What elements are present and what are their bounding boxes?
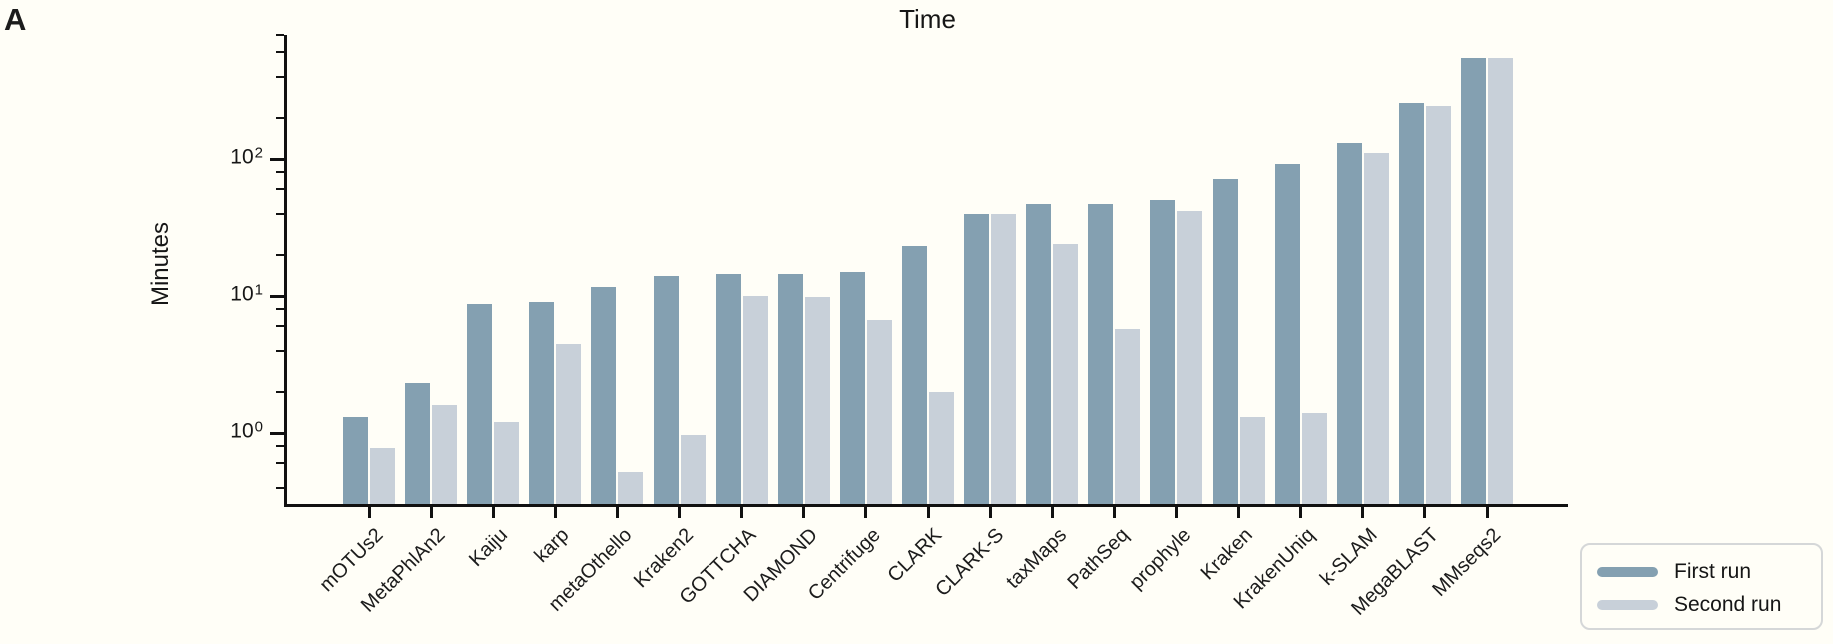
x-tick	[367, 507, 371, 518]
bar-first-run-karp	[529, 302, 555, 504]
x-tick-label: MMseqs2	[1428, 524, 1506, 601]
legend: First run Second run	[1580, 543, 1823, 630]
panel-label: A	[4, 2, 27, 37]
bar-first-run-MetaPhlAn2	[405, 383, 431, 504]
bar-second-run-taxMaps	[1053, 243, 1079, 504]
bar-second-run-metaOthello	[618, 471, 644, 504]
bar-first-run-MegaBLAST	[1398, 103, 1424, 504]
bar-second-run-MMseqs2	[1488, 58, 1513, 504]
y-tick-label: 101	[230, 281, 263, 306]
y-minor-tick	[276, 188, 284, 191]
bar-second-run-k-SLAM	[1363, 153, 1389, 504]
bar-first-run-Kaiju	[467, 304, 493, 504]
y-minor-tick	[276, 462, 284, 465]
y-tick-label: 100	[230, 418, 263, 443]
bar-second-run-prophyle	[1177, 210, 1203, 504]
bar-second-run-KrakenUniq	[1301, 412, 1327, 504]
x-tick	[802, 507, 806, 518]
y-minor-tick	[276, 390, 284, 393]
legend-swatch-second-run	[1597, 600, 1658, 610]
x-axis-spine	[284, 504, 1568, 507]
x-tick-label: karp	[530, 524, 574, 568]
legend-entry-second-run: Second run	[1582, 592, 1821, 618]
y-major-tick	[270, 431, 284, 435]
bar-first-run-GOTTCHA	[715, 273, 741, 504]
bar-second-run-Kraken2	[680, 434, 706, 504]
y-minor-tick	[276, 116, 284, 119]
y-axis-label: Minutes	[147, 221, 174, 307]
y-minor-tick	[276, 445, 284, 448]
x-tick	[864, 507, 868, 518]
x-tick	[1050, 507, 1054, 518]
bar-second-run-MetaPhlAn2	[432, 405, 458, 504]
bar-second-run-Centrifuge	[866, 319, 892, 504]
x-tick	[1237, 507, 1241, 518]
bar-first-run-k-SLAM	[1336, 143, 1362, 504]
x-tick	[1174, 507, 1178, 518]
x-tick	[1485, 507, 1489, 518]
x-tick-label: Kaiju	[464, 524, 512, 572]
x-tick	[678, 507, 682, 518]
y-minor-tick	[276, 325, 284, 328]
legend-label: First run	[1674, 560, 1752, 583]
x-tick	[553, 507, 557, 518]
bar-first-run-taxMaps	[1026, 203, 1052, 504]
y-minor-tick	[276, 75, 284, 78]
x-tick	[740, 507, 744, 518]
x-tick-label: taxMaps	[1001, 524, 1071, 594]
bar-first-run-Kraken2	[653, 275, 679, 504]
bar-second-run-Kaiju	[494, 422, 520, 504]
bar-first-run-prophyle	[1150, 200, 1176, 504]
x-tick	[1112, 507, 1116, 518]
y-minor-tick	[276, 171, 284, 174]
bar-second-run-Kraken	[1239, 417, 1265, 504]
bar-second-run-PathSeq	[1115, 329, 1141, 504]
x-tick	[1361, 507, 1365, 518]
y-minor-tick	[276, 253, 284, 256]
x-tick	[926, 507, 930, 518]
y-major-tick	[270, 294, 284, 298]
y-major-tick	[270, 157, 284, 161]
legend-label: Second run	[1674, 593, 1782, 616]
bar-second-run-CLARK-S	[991, 213, 1017, 504]
y-minor-tick	[276, 212, 284, 215]
bar-first-run-KrakenUniq	[1274, 163, 1300, 504]
x-tick	[988, 507, 992, 518]
x-tick	[615, 507, 619, 518]
x-tick-label: Kraken	[1196, 524, 1258, 585]
bar-first-run-PathSeq	[1088, 203, 1114, 504]
bar-second-run-GOTTCHA	[742, 296, 768, 504]
y-minor-tick	[276, 349, 284, 352]
bar-first-run-Centrifuge	[839, 271, 865, 504]
bar-first-run-metaOthello	[591, 286, 617, 504]
x-tick	[1299, 507, 1303, 518]
y-minor-tick	[276, 486, 284, 489]
bar-first-run-MMseqs2	[1461, 57, 1486, 504]
y-minor-tick	[276, 308, 284, 311]
y-tick-label: 102	[230, 144, 263, 169]
x-tick	[429, 507, 433, 518]
bar-first-run-Kraken	[1212, 178, 1238, 504]
bar-second-run-MegaBLAST	[1425, 105, 1451, 504]
bar-second-run-mOTUs2	[370, 447, 395, 504]
bar-first-run-CLARK-S	[964, 213, 990, 504]
x-tick	[1423, 507, 1427, 518]
legend-entry-first-run: First run	[1582, 559, 1821, 585]
bar-first-run-DIAMOND	[777, 273, 803, 504]
x-tick-label: prophyle	[1125, 524, 1195, 594]
bar-first-run-CLARK	[902, 246, 927, 504]
legend-swatch-first-run	[1597, 567, 1658, 577]
bar-second-run-CLARK	[929, 391, 954, 504]
y-minor-tick	[276, 51, 284, 54]
x-tick	[491, 507, 495, 518]
bar-first-run-mOTUs2	[343, 417, 368, 504]
bar-second-run-karp	[556, 343, 582, 504]
chart-title: Time	[899, 4, 956, 34]
y-axis-spine	[284, 35, 287, 507]
bar-second-run-DIAMOND	[804, 296, 830, 504]
x-tick-label: PathSeq	[1063, 524, 1133, 594]
y-minor-tick	[276, 34, 284, 37]
